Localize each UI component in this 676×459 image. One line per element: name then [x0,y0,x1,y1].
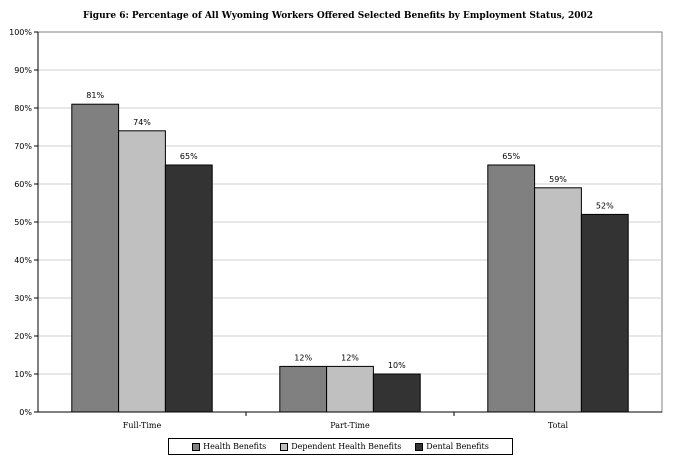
data-label: 12% [341,353,359,362]
data-label: 81% [86,91,104,100]
y-tick-label: 10% [14,370,32,379]
bar [534,187,582,413]
legend-swatch [280,442,289,451]
x-tick-label: Part-Time [330,421,370,430]
legend-label: Health Benefits [203,442,267,451]
legend-label: Dependent Health Benefits [291,442,402,451]
legend-swatch [415,442,424,451]
bar [279,365,328,413]
bar [580,213,629,413]
y-tick-label: 100% [9,28,32,37]
legend-item: Health Benefits [192,442,266,451]
data-label: 12% [294,353,312,362]
x-tick-label: Full-Time [123,421,162,430]
x-tick-label: Total [548,421,569,430]
data-label: 65% [180,152,198,161]
y-tick-label: 0% [19,408,32,417]
y-tick-label: 40% [14,256,32,265]
data-label: 74% [133,118,151,127]
y-tick-label: 70% [14,142,32,151]
chart-title: Figure 6: Percentage of All Wyoming Work… [82,11,594,21]
bar [118,130,166,413]
legend-swatch [192,442,201,451]
legend-item: Dental Benefits [415,442,489,451]
data-label: 52% [596,201,614,210]
bar [164,164,213,413]
y-tick-label: 80% [14,104,32,113]
data-label: 10% [388,361,406,370]
y-tick-label: 20% [14,332,32,341]
data-label: 65% [502,152,520,161]
y-tick-label: 90% [14,66,32,75]
bar [71,103,120,413]
y-tick-label: 30% [14,294,32,303]
data-label: 59% [549,175,567,184]
y-tick-label: 50% [14,218,32,227]
bar [372,373,421,413]
bar [487,164,536,413]
y-tick-label: 60% [14,180,32,189]
legend: Health Benefits Dependent Health Benefits… [168,438,513,455]
legend-item: Dependent Health Benefits [280,442,401,451]
legend-label: Dental Benefits [426,442,489,451]
bar [326,365,374,413]
